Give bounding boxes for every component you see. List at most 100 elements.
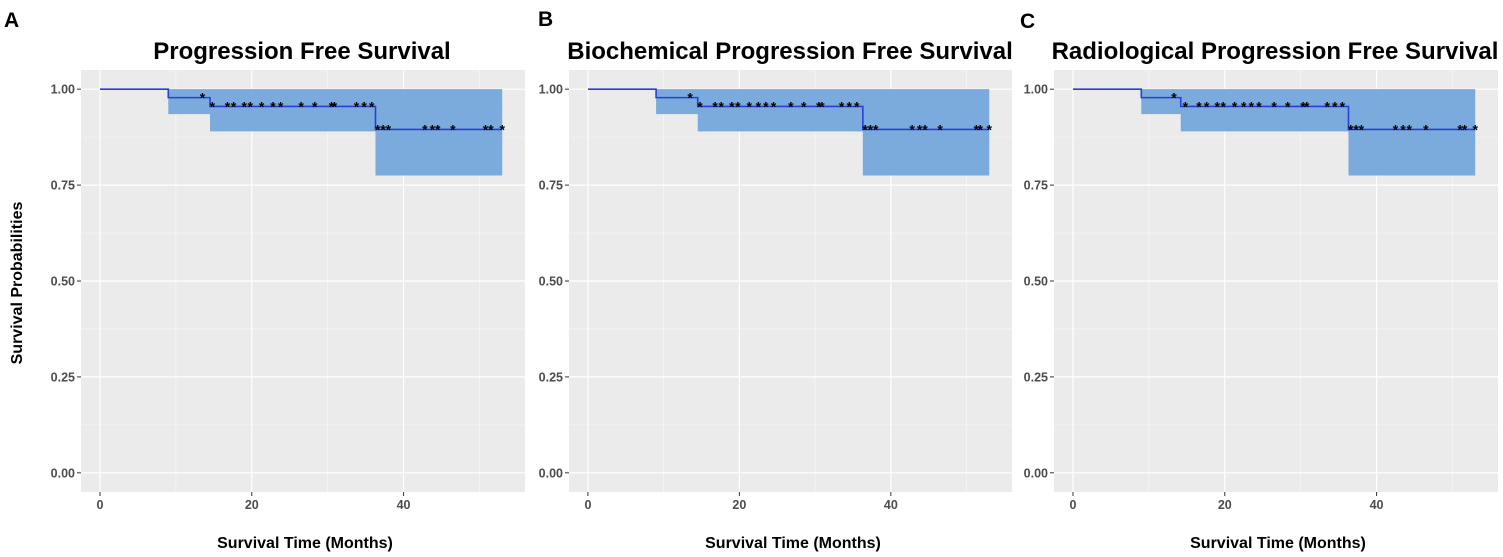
x-tick-label: 40 xyxy=(884,498,898,512)
censor-mark: * xyxy=(1221,98,1227,114)
censor-mark: * xyxy=(756,98,762,114)
censor-mark: * xyxy=(1400,121,1406,137)
censor-mark: * xyxy=(354,98,360,114)
censor-mark: * xyxy=(380,121,386,137)
censor-mark: * xyxy=(771,98,777,114)
censor-mark: * xyxy=(1340,98,1346,114)
censor-mark: * xyxy=(500,121,506,137)
censor-mark: * xyxy=(816,98,822,114)
censor-mark: * xyxy=(1171,90,1177,106)
censor-mark: * xyxy=(1204,98,1210,114)
censor-mark: * xyxy=(937,121,943,137)
panel-c: 0 20 400.000.250.500.751.00 ** * * * * * * * * * * ** *… xyxy=(1020,10,1498,552)
y-tick-label: 0.25 xyxy=(1024,370,1048,384)
y-tick-label: 1.00 xyxy=(51,83,75,97)
censor-mark: * xyxy=(450,121,456,137)
censor-mark: * xyxy=(977,121,983,137)
panel-letter-c: C xyxy=(1020,10,1035,33)
survival-curve-b xyxy=(587,88,990,131)
censor-mark: * xyxy=(1359,121,1365,137)
x-tick-label: 20 xyxy=(245,498,259,512)
censor-mark: * xyxy=(917,121,923,137)
censor-mark: * xyxy=(270,98,276,114)
y-axis-title-a: Survival Probabilities xyxy=(9,202,26,365)
censor-mark: * xyxy=(422,121,428,137)
censor-mark: * xyxy=(1406,121,1412,137)
censor-mark: * xyxy=(483,121,489,137)
censor-mark: * xyxy=(231,98,237,114)
censor-mark: * xyxy=(974,121,980,137)
censor-mark: * xyxy=(1196,98,1202,114)
censor-mark: * xyxy=(259,98,265,114)
censor-mark: * xyxy=(763,98,769,114)
chart-title-a: Progression Free Survival xyxy=(153,38,450,65)
censor-mark: * xyxy=(788,98,794,114)
panel-letter-a: A xyxy=(4,9,19,32)
chart-title-b: Biochemical Progression Free Survival xyxy=(567,38,1013,65)
x-tick-label: 20 xyxy=(732,498,746,512)
confidence-band-c xyxy=(1072,89,1476,176)
censor-mark: * xyxy=(1353,121,1359,137)
censor-mark: * xyxy=(298,98,304,114)
censor-mark: * xyxy=(1249,98,1255,114)
censor-mark: * xyxy=(909,121,915,137)
censor-mark: * xyxy=(488,121,494,137)
x-tick-label: 40 xyxy=(397,498,411,512)
censor-mark: * xyxy=(1271,98,1277,114)
censor-mark: * xyxy=(735,98,741,114)
censor-mark: * xyxy=(868,121,874,137)
censor-mark: * xyxy=(1325,98,1331,114)
censor-mark: * xyxy=(210,98,216,114)
x-axis-title-c: Survival Time (Months) xyxy=(1190,535,1366,552)
chart-title-c: Radiological Progression Free Survival xyxy=(1052,38,1499,65)
censor-mark: * xyxy=(1348,121,1354,137)
censor-mark: * xyxy=(1304,98,1310,114)
censor-mark: * xyxy=(435,121,441,137)
censor-mark: * xyxy=(1457,121,1463,137)
censor-mark: * xyxy=(854,98,860,114)
survival-curve-a xyxy=(99,88,503,131)
x-tick-label: 0 xyxy=(584,498,591,512)
survival-curve-c xyxy=(1072,88,1476,131)
y-tick-label: 0.75 xyxy=(51,179,75,193)
x-tick-label: 0 xyxy=(1069,498,1076,512)
censor-mark: * xyxy=(312,98,318,114)
y-tick-label: 1.00 xyxy=(1024,83,1048,97)
censor-mark: * xyxy=(801,98,807,114)
censor-mark: * xyxy=(386,121,392,137)
censor-mark: * xyxy=(329,98,335,114)
censor-mark: * xyxy=(430,121,436,137)
censor-mark: * xyxy=(1241,98,1247,114)
y-tick-label: 1.00 xyxy=(539,83,563,97)
y-tick-label: 0.50 xyxy=(51,275,75,289)
censor-mark: * xyxy=(1256,98,1262,114)
censor-mark: * xyxy=(697,98,703,114)
y-tick-label: 0.75 xyxy=(539,179,563,193)
censor-mark: * xyxy=(718,98,724,114)
censor-mark: * xyxy=(873,121,879,137)
panel-b: 0 20 400.000.250.500.751.00 ** * * * * * * * * * * ** *… xyxy=(538,8,1013,552)
censor-mark: * xyxy=(375,121,381,137)
censor-mark: * xyxy=(332,98,338,114)
censor-mark: * xyxy=(1332,98,1338,114)
x-tick-label: 0 xyxy=(96,498,103,512)
censor-mark: * xyxy=(687,90,693,106)
censor-mark: * xyxy=(278,98,284,114)
censor-mark: * xyxy=(225,98,231,114)
confidence-band-b xyxy=(587,89,990,176)
confidence-band-a xyxy=(99,89,503,176)
censor-mark: * xyxy=(987,121,993,137)
censor-mark: * xyxy=(241,98,247,114)
y-tick-label: 0.50 xyxy=(1024,275,1048,289)
x-axis-title-a: Survival Time (Months) xyxy=(217,535,393,552)
y-tick-label: 0.75 xyxy=(1024,179,1048,193)
censor-mark: * xyxy=(862,121,868,137)
x-axis-title-b: Survival Time (Months) xyxy=(705,535,881,552)
censor-mark: * xyxy=(1473,121,1479,137)
y-tick-label: 0.00 xyxy=(539,466,563,480)
y-tick-label: 0.00 xyxy=(51,466,75,480)
censor-mark: * xyxy=(361,98,367,114)
censor-mark: * xyxy=(846,98,852,114)
y-tick-label: 0.25 xyxy=(51,370,75,384)
